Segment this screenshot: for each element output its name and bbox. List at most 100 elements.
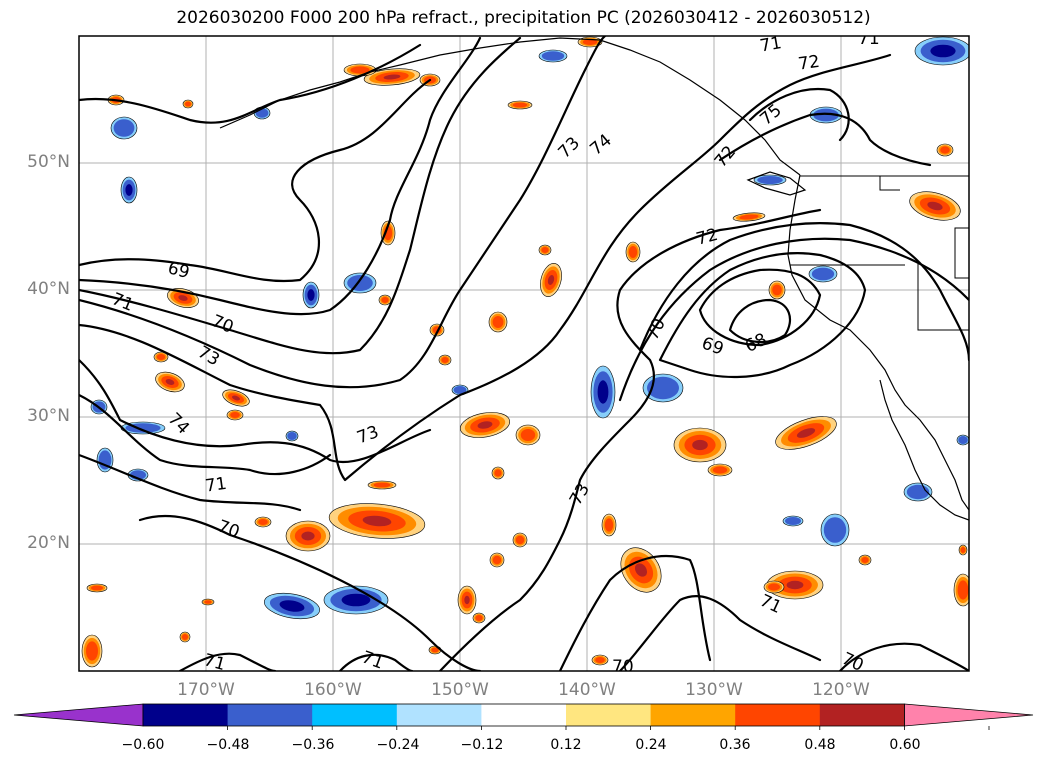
lon-label: 170°W bbox=[177, 680, 235, 700]
positive-precip-patch bbox=[488, 311, 508, 333]
positive-precip-patch bbox=[378, 294, 392, 306]
negative-precip-patch bbox=[343, 272, 377, 294]
positive-precip-patch bbox=[81, 634, 103, 668]
contour-label: 71 bbox=[758, 33, 783, 56]
colorbar-tick-label: −0.60 bbox=[121, 737, 165, 753]
colorbar-segment bbox=[481, 704, 567, 726]
positive-precip-patch bbox=[155, 371, 185, 393]
positive-precip-patch bbox=[768, 280, 786, 300]
negative-precip-patch bbox=[538, 49, 568, 63]
positive-precip-patch bbox=[775, 416, 837, 450]
positive-precip-patch bbox=[343, 63, 377, 77]
alaska-coast bbox=[219, 37, 801, 176]
colorbar-tick-label: −0.36 bbox=[291, 737, 335, 753]
positive-precip-patch bbox=[958, 544, 968, 556]
colorbar-tick-label: 0.12 bbox=[550, 737, 582, 753]
positive-precip-patch bbox=[489, 552, 505, 568]
colorbar-extend-high bbox=[904, 703, 1034, 727]
positive-precip-patch bbox=[763, 580, 785, 594]
positive-precip-patch bbox=[285, 520, 331, 552]
positive-precip-patch bbox=[254, 516, 272, 528]
lat-label: 40°N bbox=[27, 279, 70, 299]
positive-precip-patch bbox=[673, 427, 727, 463]
precipitation-patches bbox=[81, 36, 969, 668]
refractivity-contours bbox=[79, 36, 969, 671]
positive-precip-patch bbox=[540, 263, 562, 297]
negative-precip-patch bbox=[914, 36, 969, 66]
positive-precip-patch bbox=[226, 409, 244, 421]
contour-label: 71 bbox=[359, 647, 386, 673]
lat-label: 20°N bbox=[27, 533, 70, 553]
colorbar-tick-label: −0.12 bbox=[460, 737, 504, 753]
positive-precip-patch bbox=[472, 612, 486, 624]
colorbar-tick-label: 0.24 bbox=[635, 737, 667, 753]
negative-precip-patch bbox=[264, 592, 320, 620]
positive-precip-patch bbox=[438, 354, 452, 366]
vancouver-island bbox=[746, 171, 807, 196]
positive-precip-patch bbox=[625, 241, 641, 263]
colorbar-segment bbox=[143, 704, 229, 726]
colorbar-tick-label: 0.48 bbox=[804, 737, 836, 753]
colorbar-tick-label: 0.36 bbox=[719, 737, 751, 753]
negative-precip-patch bbox=[110, 116, 138, 140]
positive-precip-patch bbox=[732, 212, 766, 222]
positive-precip-patch bbox=[591, 654, 609, 666]
positive-precip-patch bbox=[367, 480, 397, 490]
colorbar-extend-low bbox=[13, 703, 144, 727]
negative-precip-patch bbox=[782, 515, 804, 527]
coastlines bbox=[219, 37, 969, 521]
negative-precip-patch bbox=[120, 176, 138, 204]
negative-precip-patch bbox=[956, 434, 969, 446]
positive-precip-patch bbox=[515, 424, 541, 446]
positive-precip-patch bbox=[222, 389, 250, 407]
colorbar-segment bbox=[735, 704, 821, 726]
contour-label: 70 bbox=[838, 649, 866, 676]
colorbar-tick-label: 0.60 bbox=[889, 737, 921, 753]
colorbar-tick-label: −0.24 bbox=[376, 737, 420, 753]
positive-precip-patch bbox=[936, 143, 954, 157]
colorbar-segment bbox=[312, 704, 398, 726]
positive-precip-patch bbox=[491, 466, 505, 480]
lon-label: 150°W bbox=[431, 680, 489, 700]
negative-precip-patch bbox=[753, 174, 787, 186]
political-borders bbox=[790, 175, 969, 331]
negative-precip-patch bbox=[302, 281, 320, 309]
positive-precip-patch bbox=[538, 244, 552, 256]
colorbar-frame bbox=[142, 703, 905, 727]
colorbar-segment bbox=[227, 704, 313, 726]
lat-label: 50°N bbox=[27, 152, 70, 172]
lon-label: 130°W bbox=[685, 680, 743, 700]
contour-label: 71 bbox=[858, 29, 880, 49]
colorbar-segment bbox=[819, 704, 905, 726]
lon-label: 160°W bbox=[304, 680, 362, 700]
lat-label: 30°N bbox=[27, 406, 70, 426]
positive-precip-patch bbox=[179, 631, 191, 643]
positive-precip-patch bbox=[459, 412, 511, 438]
plot-frame bbox=[78, 35, 970, 672]
negative-precip-patch bbox=[808, 265, 838, 283]
colorbar-segment bbox=[396, 704, 482, 726]
positive-precip-patch bbox=[201, 598, 215, 606]
positive-precip-patch bbox=[507, 100, 533, 110]
na-west-coast bbox=[787, 174, 969, 511]
positive-precip-patch bbox=[512, 532, 528, 548]
positive-precip-patch bbox=[328, 503, 426, 539]
contour-label: 71 bbox=[202, 650, 228, 675]
contour-label: 71 bbox=[204, 474, 228, 497]
map-title: 2026030200 F000 200 hPa refract., precip… bbox=[176, 8, 871, 28]
contour-label: 72 bbox=[797, 52, 821, 75]
positive-precip-patch bbox=[953, 573, 969, 607]
positive-precip-patch bbox=[601, 513, 617, 537]
positive-precip-patch bbox=[363, 68, 421, 86]
colorbar-segment bbox=[566, 704, 652, 726]
colorbar-tick-label: −0.48 bbox=[206, 737, 250, 753]
positive-precip-patch bbox=[380, 220, 396, 246]
positive-precip-patch bbox=[457, 585, 477, 615]
negative-precip-patch bbox=[642, 373, 684, 403]
baja-coast bbox=[879, 379, 969, 521]
colorbar bbox=[13, 703, 1034, 730]
lon-label: 120°W bbox=[812, 680, 870, 700]
positive-precip-patch bbox=[707, 463, 733, 477]
positive-precip-patch bbox=[107, 94, 125, 106]
